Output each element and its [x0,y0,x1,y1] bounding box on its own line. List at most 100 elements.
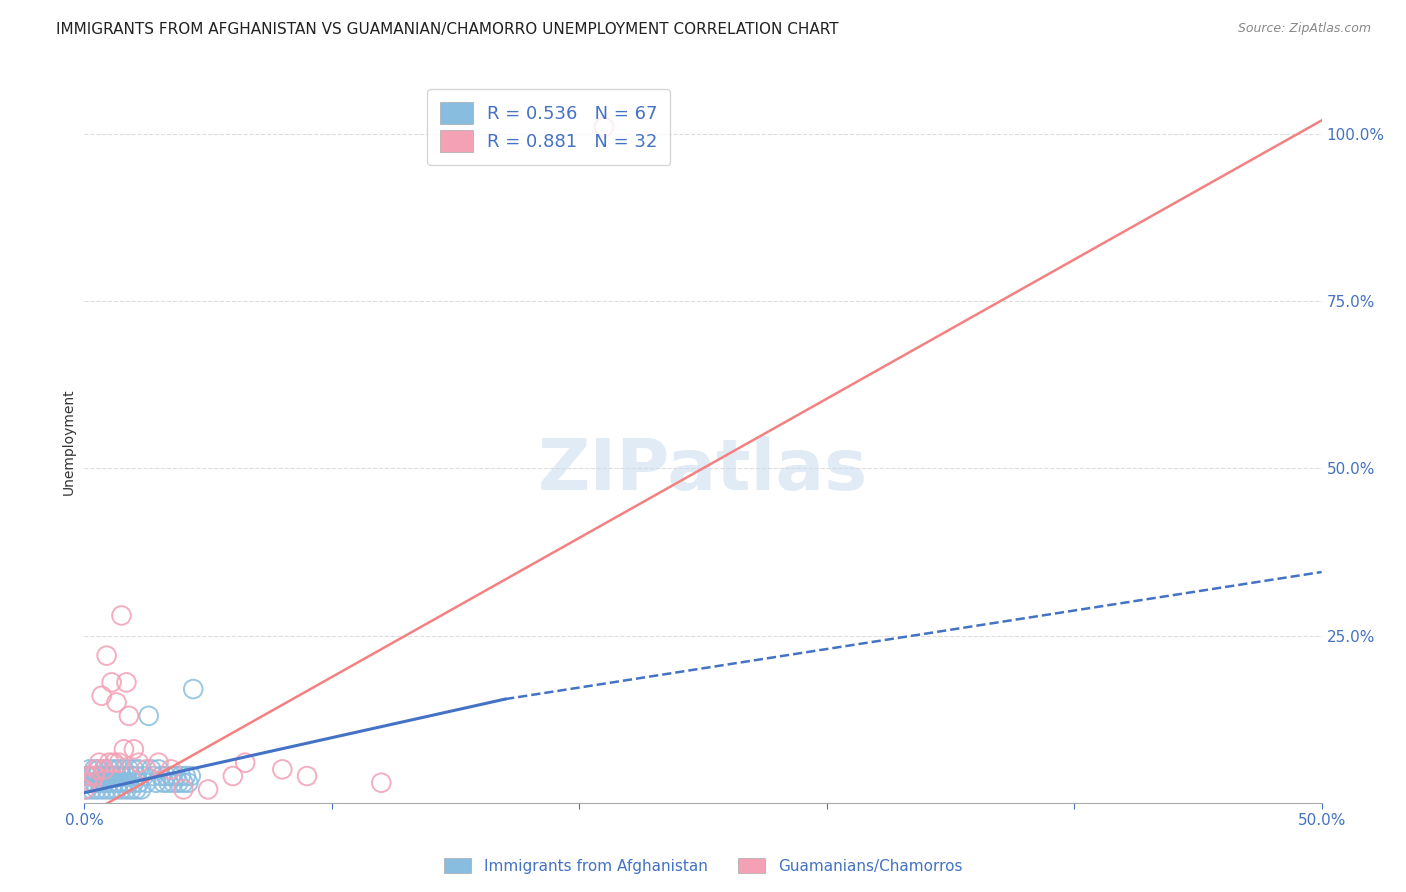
Point [76,775,98,790]
Point [90,782,112,797]
Point [172,782,194,797]
Point [98,762,121,776]
Y-axis label: Unemployment: Unemployment [62,388,76,495]
Point [167,775,190,790]
Point [93,775,115,790]
Point [80,769,103,783]
Point [103,762,125,776]
Point [89,775,111,790]
Point [96,769,118,783]
Point [108,775,131,790]
Point [83,762,105,776]
Point [593,120,616,135]
Point [79,775,101,790]
Point [105,696,128,710]
Point [108,756,131,770]
Point [177,775,200,790]
Point [132,769,155,783]
Point [76,782,98,797]
Legend: Immigrants from Afghanistan, Guamanians/Chamorros: Immigrants from Afghanistan, Guamanians/… [437,852,969,880]
Point [112,775,135,790]
Point [89,756,111,770]
Point [86,762,108,776]
Point [128,762,150,776]
Point [120,782,142,797]
Point [90,689,112,703]
Point [105,769,128,783]
Point [165,769,187,783]
Point [100,769,122,783]
Point [83,775,105,790]
Point [150,769,173,783]
Point [118,775,141,790]
Point [93,762,115,776]
Point [122,762,145,776]
Point [96,782,118,797]
Point [145,775,167,790]
Point [100,675,122,690]
Point [180,769,202,783]
Point [138,708,160,723]
Point [112,742,135,756]
Point [197,782,219,797]
Point [73,775,96,790]
Point [295,769,318,783]
Point [79,769,101,783]
Point [157,775,180,790]
Point [115,769,138,783]
Point [100,782,122,797]
Point [103,756,125,770]
Point [89,762,111,776]
Point [222,769,245,783]
Point [128,775,150,790]
Text: IMMIGRANTS FROM AFGHANISTAN VS GUAMANIAN/CHAMORRO UNEMPLOYMENT CORRELATION CHART: IMMIGRANTS FROM AFGHANISTAN VS GUAMANIAN… [56,22,839,37]
Point [148,756,170,770]
Point [115,782,138,797]
Point [115,675,138,690]
Point [112,762,135,776]
Point [110,769,132,783]
Point [118,708,141,723]
Point [370,775,392,790]
Point [120,769,142,783]
Point [110,782,132,797]
Point [142,769,165,783]
Point [160,769,183,783]
Point [79,762,101,776]
Point [271,762,294,776]
Point [135,775,157,790]
Point [122,775,145,790]
Point [83,769,105,783]
Point [76,769,98,783]
Point [129,782,152,797]
Point [80,782,103,797]
Point [172,775,194,790]
Point [80,775,103,790]
Point [98,775,121,790]
Point [108,762,131,776]
Point [141,762,163,776]
Point [155,769,177,783]
Point [148,762,170,776]
Point [105,782,128,797]
Text: ZIPatlas: ZIPatlas [538,436,868,505]
Point [96,648,118,663]
Point [233,756,256,770]
Point [86,769,108,783]
Point [162,775,184,790]
Point [160,762,183,776]
Point [110,608,132,623]
Point [73,782,96,797]
Point [128,756,150,770]
Point [86,782,108,797]
Point [93,762,115,776]
Point [103,775,125,790]
Point [152,775,174,790]
Point [125,769,148,783]
Point [125,782,148,797]
Point [98,756,121,770]
Point [174,769,197,783]
Legend: R = 0.536   N = 67, R = 0.881   N = 32: R = 0.536 N = 67, R = 0.881 N = 32 [427,89,671,165]
Point [170,769,193,783]
Point [90,769,112,783]
